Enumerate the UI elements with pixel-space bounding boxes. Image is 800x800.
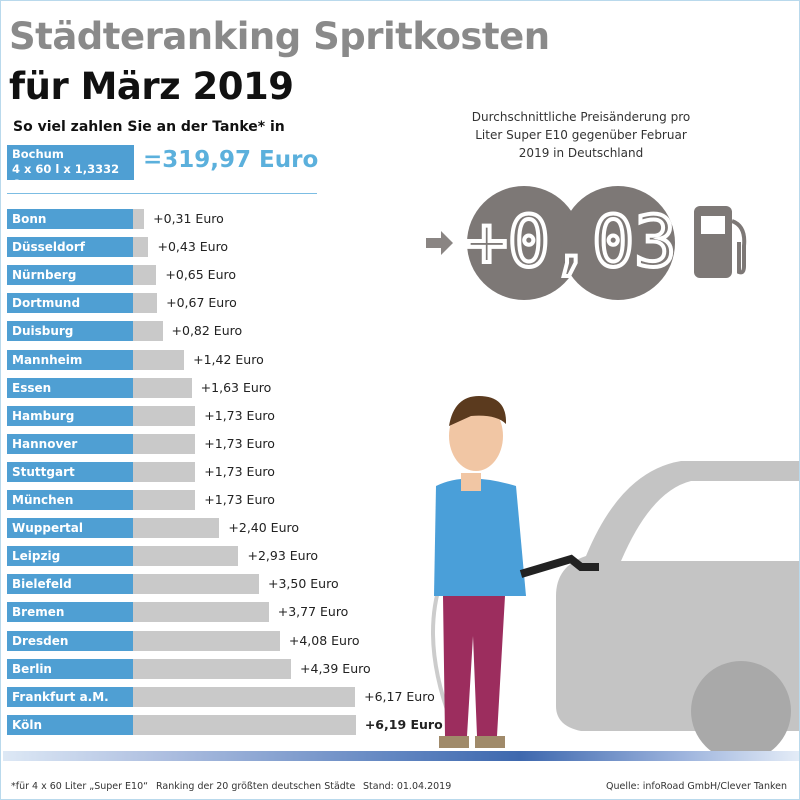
title-line-1: Städteranking Spritkosten [9,15,550,58]
footer-source: Quelle: infoRoad GmbH/Clever Tanken [606,781,787,792]
illustration-person-car [431,396,799,751]
value-label: +1,73 Euro [204,407,275,423]
value-bar [133,686,356,707]
price-change-value: +0,03 [466,201,677,283]
value-label: +3,50 Euro [268,576,339,592]
value-label: +3,77 Euro [277,604,349,620]
city-label: Bielefeld [7,574,133,595]
value-label: +0,43 Euro [157,239,229,255]
value-label: +6,19 Euro [364,716,443,732]
price-change-caption: Durchschnittliche Preisänderung pro Lite… [471,110,691,160]
city-label: Frankfurt a.M. [7,686,133,707]
value-bar [133,518,220,539]
value-bar [133,321,163,342]
value-bar [133,546,239,567]
footer-date: Stand: 01.04.2019 [363,781,452,792]
value-bar [133,265,157,286]
city-label: Wuppertal [7,518,133,539]
display-circle-right [561,186,675,300]
reference-box: Bochum 4 x 60 l x 1,3332 € [7,145,134,191]
display-circle-left [467,186,581,300]
city-label: Hamburg [7,405,133,426]
city-label: Hannover [7,433,133,454]
person-torso [434,478,526,596]
value-label: +2,93 Euro [247,548,319,564]
divider [7,193,317,194]
city-label: Dortmund [7,293,133,314]
title-line-2: für März 2019 [9,65,294,108]
value-bar [133,630,280,651]
value-bar [133,461,196,482]
fuel-pump-icon [694,206,747,278]
value-bar [133,574,259,595]
city-label: Leipzig [7,546,133,567]
reference-total: =319,97 Euro [143,147,319,173]
price-change-graphic: +0,03 [426,186,747,300]
value-label: +1,42 Euro [193,351,264,367]
value-label: +0,82 Euro [171,323,243,339]
city-label: Duisburg [7,321,133,342]
city-label: Essen [7,377,133,398]
city-label: Düsseldorf [7,237,133,258]
footer-ranking: Ranking der 20 größten deutschen Städte [156,781,356,792]
value-bar [133,405,196,426]
city-label: Stuttgart [7,461,133,482]
reference-city: Bochum [12,147,64,161]
color-stripe [3,751,799,761]
value-bar [133,714,356,735]
value-bar [133,349,185,370]
value-label: +0,65 Euro [165,267,237,283]
city-label: Berlin [7,658,133,679]
value-bar [133,658,292,679]
value-bar [133,237,149,258]
city-label: Köln [7,714,133,735]
city-label: Dresden [7,630,133,651]
value-label: +4,08 Euro [288,632,360,648]
value-label: +0,67 Euro [166,295,237,311]
value-bar [133,490,196,510]
value-label: +1,73 Euro [204,463,275,479]
value-label: +2,40 Euro [228,520,300,536]
value-label: +1,63 Euro [200,379,272,395]
value-bar [133,293,158,314]
value-bar [133,433,196,454]
city-label: Nürnberg [7,265,133,286]
value-bar [133,602,269,623]
value-bar [133,377,192,398]
subtitle: So viel zahlen Sie an der Tanke* in [13,119,285,135]
footer-note: *für 4 x 60 Liter „Super E10“ [11,781,149,792]
city-label: Mannheim [7,349,133,370]
city-label: Bonn [7,209,133,229]
arrow-right-icon [426,231,453,255]
city-label: Bremen [7,602,133,623]
value-bar [133,209,145,229]
city-label: München [7,490,133,510]
fuel-nozzle [519,554,599,578]
value-label: +4,39 Euro [300,660,371,676]
person-legs [443,596,505,736]
reference-formula: 4 x 60 l x 1,3332 € [12,162,120,191]
value-label: +1,73 Euro [204,435,275,451]
value-label: +0,31 Euro [153,211,224,226]
value-label: +1,73 Euro [204,492,275,507]
value-label: +6,17 Euro [364,688,435,704]
